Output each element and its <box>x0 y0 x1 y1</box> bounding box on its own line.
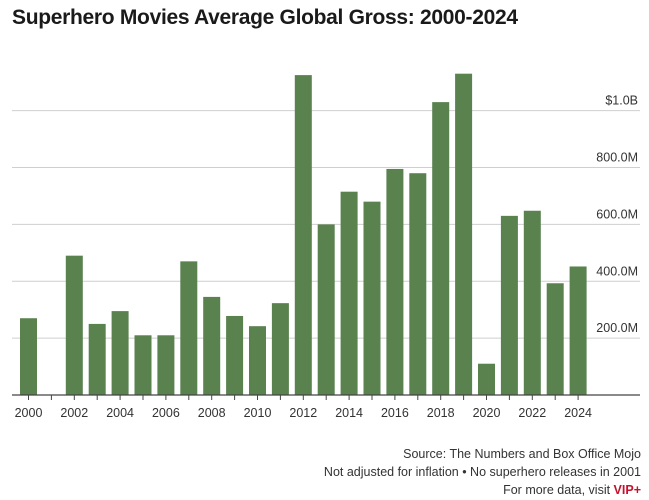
bar-2009 <box>226 315 244 395</box>
x-tick-label: 2006 <box>152 406 180 420</box>
bar-2017 <box>409 173 427 395</box>
bar-2007 <box>180 261 198 395</box>
vip-plus-link[interactable]: VIP+ <box>613 483 641 497</box>
bar-2014 <box>340 191 358 395</box>
x-tick-label: 2014 <box>335 406 363 420</box>
bar-2023 <box>546 283 564 395</box>
y-tick-label: 200.0M <box>596 321 638 335</box>
more-data-note: For more data, visit VIP+ <box>503 483 641 497</box>
y-tick-label: 800.0M <box>596 151 638 165</box>
bar-2002 <box>65 255 83 395</box>
bar-2015 <box>363 201 381 395</box>
x-tick-label: 2020 <box>473 406 501 420</box>
x-tick-label: 2022 <box>518 406 546 420</box>
chart-title: Superhero Movies Average Global Gross: 2… <box>12 6 518 29</box>
bar-2021 <box>500 215 518 395</box>
bar-2024 <box>569 266 587 395</box>
bar-2018 <box>432 102 450 396</box>
bar-2020 <box>478 363 495 395</box>
bar-2006 <box>157 335 175 395</box>
bars <box>20 73 587 396</box>
x-tick-label: 2016 <box>381 406 409 420</box>
x-tick-label: 2010 <box>244 406 272 420</box>
inflation-note: Not adjusted for inflation • No superher… <box>323 465 641 479</box>
bar-2000 <box>20 318 37 395</box>
y-tick-label: $1.0B <box>605 94 638 108</box>
bar-2011 <box>271 303 289 395</box>
source-note: Source: The Numbers and Box Office Mojo <box>403 447 641 461</box>
bar-2010 <box>249 326 266 395</box>
more-data-text: For more data, visit <box>503 483 614 497</box>
y-tick-labels: 200.0M 400.0M 600.0M 800.0M $1.0B <box>596 94 638 335</box>
x-tick-label: 2000 <box>15 406 43 420</box>
bar-2003 <box>88 323 106 395</box>
x-tick-label: 2002 <box>60 406 88 420</box>
bar-2005 <box>134 335 152 395</box>
bar-2022 <box>523 210 541 395</box>
bar-2019 <box>455 73 473 396</box>
x-tick-label: 2004 <box>106 406 134 420</box>
x-tick-label: 2024 <box>564 406 592 420</box>
y-tick-label: 600.0M <box>596 207 638 221</box>
bar-2012 <box>294 75 312 395</box>
bar-2004 <box>111 311 129 395</box>
x-tick-label: 2008 <box>198 406 226 420</box>
bar-2016 <box>386 168 404 395</box>
y-tick-label: 400.0M <box>596 264 638 278</box>
bar-2013 <box>317 224 335 395</box>
x-tick-label: 2018 <box>427 406 455 420</box>
x-tick-label: 2012 <box>289 406 317 420</box>
bar-2008 <box>203 296 221 395</box>
x-axis: 2000 2002 2004 2006 2008 2010 2012 2014 2016 2018… <box>12 394 640 420</box>
